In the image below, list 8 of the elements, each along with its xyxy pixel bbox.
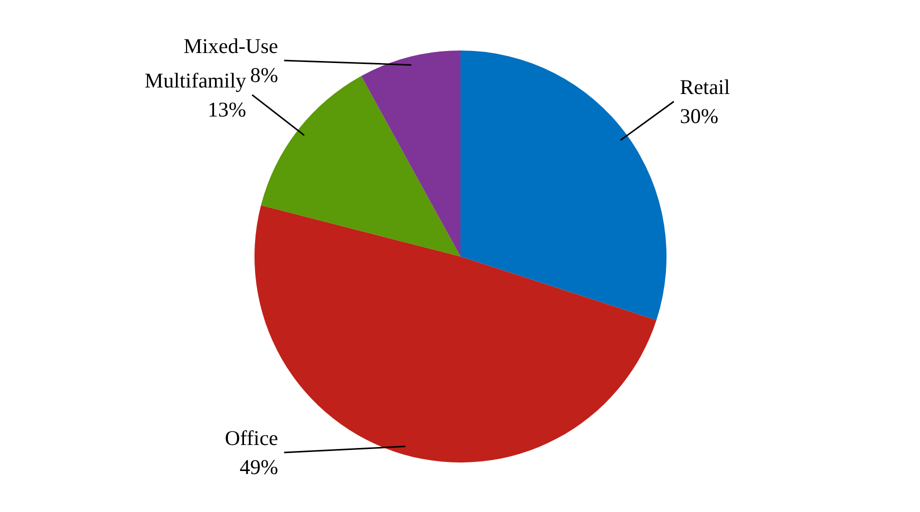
- slice-label: Retail: [680, 75, 730, 100]
- data-label: 49%: [240, 454, 278, 479]
- slice-label: Multifamily: [144, 68, 247, 92]
- data-label: 30%: [680, 104, 718, 128]
- slice-label: Mixed-Use: [184, 34, 278, 58]
- data-label: 13%: [208, 97, 246, 122]
- slice-label: Office: [224, 426, 278, 450]
- data-label: 8%: [250, 62, 278, 87]
